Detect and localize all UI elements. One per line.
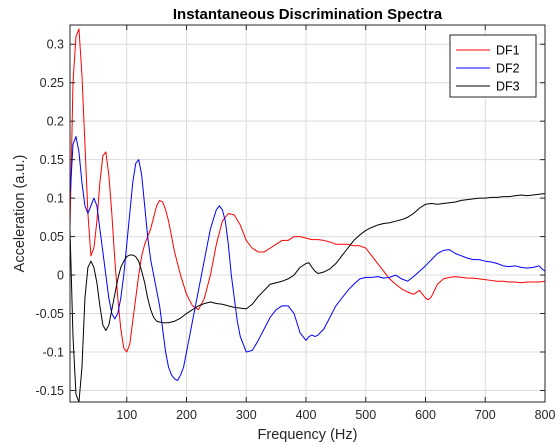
x-tick-label: 800	[535, 408, 556, 422]
series-line-df1	[70, 28, 545, 353]
x-tick-label: 500	[355, 408, 376, 422]
y-tick-label: -0.15	[36, 384, 65, 398]
x-tick-label: 700	[475, 408, 496, 422]
y-tick-label: 0.05	[40, 230, 64, 244]
axes-box	[69, 24, 546, 403]
y-tick-label: 0.3	[47, 38, 64, 52]
ticks: 100 200 300 400 500 600 700 800 -0.15 -0.1 -0.05 0 0…	[36, 25, 556, 422]
x-axis-title: Frequency (Hz)	[258, 427, 358, 443]
x-tick-label: 100	[116, 408, 137, 422]
y-axis-title: Acceleration (a.u.)	[12, 155, 28, 273]
legend-label-df1: DF1	[496, 44, 520, 58]
y-tick-label: 0.2	[47, 115, 64, 129]
legend-box	[449, 34, 537, 98]
legend-label-df3: DF3	[496, 80, 520, 94]
y-tick-label: 0.25	[40, 76, 64, 90]
series-line-df3	[70, 193, 545, 402]
x-tick-label: 300	[236, 408, 257, 422]
x-tick-label: 200	[176, 408, 197, 422]
y-tick-label: 0.15	[40, 153, 64, 167]
x-tick-label: 400	[296, 408, 317, 422]
y-tick-label: -0.05	[36, 307, 65, 321]
y-tick-label: 0.1	[47, 192, 64, 206]
legend: DF1 DF2 DF3	[449, 34, 537, 98]
series-group	[70, 28, 545, 402]
y-tick-label: 0	[57, 269, 64, 283]
legend-label-df2: DF2	[496, 62, 520, 76]
x-tick-label: 600	[415, 408, 436, 422]
y-tick-label: -0.1	[42, 345, 64, 359]
chart-title: Instantaneous Discrimination Spectra	[173, 6, 443, 23]
series-line-df2	[70, 136, 545, 381]
